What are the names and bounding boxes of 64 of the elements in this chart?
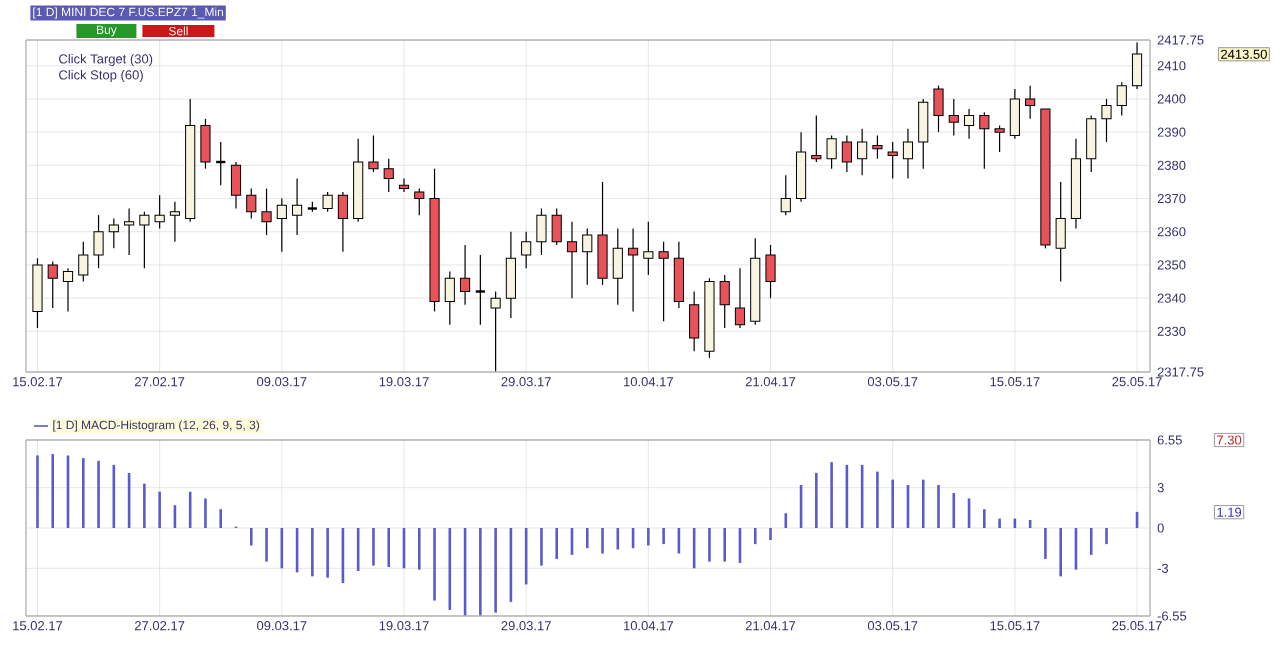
candlestick	[689, 290, 700, 352]
candlestick	[857, 128, 868, 176]
candlestick	[1009, 88, 1020, 140]
candlestick	[474, 254, 487, 326]
candlestick	[337, 191, 348, 253]
candlestick	[734, 267, 746, 329]
candlestick	[643, 221, 654, 276]
candlestick	[582, 227, 593, 286]
candlestick	[948, 98, 959, 137]
candlestick	[47, 261, 58, 309]
candlestick	[719, 274, 730, 329]
candlestick	[368, 134, 379, 173]
candlestick	[383, 158, 394, 193]
candlestick	[276, 197, 287, 253]
candlestick	[979, 111, 990, 170]
candlestick	[200, 118, 211, 170]
candlestick	[460, 244, 471, 306]
candlestick	[811, 114, 822, 163]
candlestick	[261, 187, 272, 236]
candlestick	[414, 187, 425, 216]
candlestick	[658, 241, 669, 322]
candlestick	[1131, 41, 1143, 90]
candlestick	[841, 134, 852, 173]
candlestick	[1116, 81, 1127, 117]
candlestick	[765, 244, 776, 299]
candlestick	[505, 231, 516, 319]
candlestick	[93, 214, 104, 269]
candlestick	[398, 178, 410, 193]
candlestick	[292, 178, 303, 236]
candlestick	[62, 267, 74, 313]
candlestick	[795, 131, 807, 203]
candlestick	[536, 207, 547, 256]
candlestick	[246, 187, 257, 220]
candlestick	[444, 270, 455, 326]
candlestick	[551, 207, 562, 246]
candlestick	[887, 141, 898, 180]
candlestick	[597, 181, 608, 286]
candlestick	[230, 161, 242, 210]
candlestick	[612, 227, 623, 306]
candlestick	[872, 134, 883, 160]
candlestick	[918, 98, 929, 170]
candlestick	[139, 211, 150, 269]
candlestick	[566, 221, 578, 299]
candlestick	[490, 290, 501, 372]
candlestick	[673, 241, 684, 309]
candlestick	[322, 191, 333, 213]
candlestick	[124, 207, 135, 256]
candlestick	[994, 124, 1005, 153]
candlestick	[78, 241, 89, 283]
candlestick	[933, 85, 944, 133]
candlestick	[1101, 98, 1112, 143]
candlestick	[627, 227, 639, 313]
candlestick	[902, 128, 914, 180]
candlestick	[32, 257, 43, 329]
candlestick	[154, 194, 165, 230]
candlestick	[963, 108, 975, 140]
candlestick	[780, 174, 791, 216]
candlestick	[169, 201, 180, 243]
candlestick	[1055, 181, 1066, 283]
candlestick	[1025, 85, 1036, 120]
candlestick	[108, 217, 119, 249]
candlestick	[1086, 114, 1097, 173]
candlestick	[521, 231, 532, 269]
candlestick	[826, 134, 837, 170]
